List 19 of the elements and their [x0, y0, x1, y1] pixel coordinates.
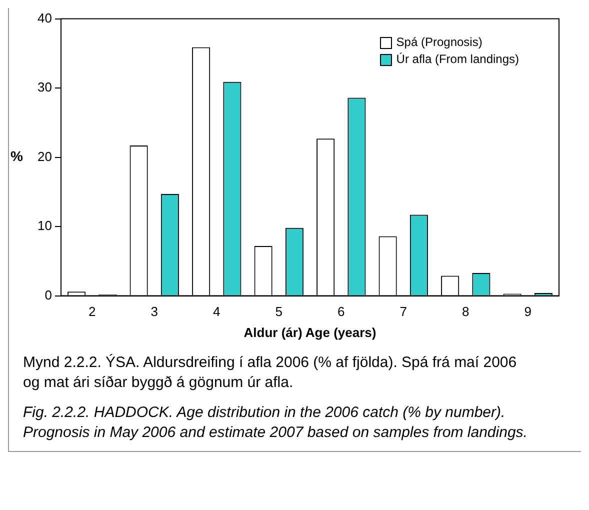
- text: Mynd 2.2.2. ÝSA. Aldursdreifing í afla 2006 (% af fjölda). Spá frá maí 2006 og mat ári síðar byggð á gögnum úr afla.: [23, 353, 518, 393]
- caption: Fig. 2.2.2. HADDOCK. Age distribution in the 2006 catch (% by number). Prognosis in May 2006 and estimate 2007 based on samples from landings.: [23, 403, 528, 443]
- x-tick-label: 9: [524, 304, 532, 320]
- x-tick-label: 5: [275, 304, 282, 320]
- legend-label: Úr afla (From landings): [396, 52, 520, 66]
- legend-label: Spá (Prognosis): [396, 35, 482, 50]
- y-tick-label: 0: [44, 287, 52, 302]
- x-tick-label: 8: [462, 304, 470, 320]
- y-tick-label: 20: [38, 148, 52, 164]
- x-tick-label: 6: [338, 304, 345, 320]
- x-tick-label: 3: [150, 304, 158, 320]
- x-tick-label: 4: [213, 304, 220, 320]
- x-tick-label: 7: [400, 304, 407, 320]
- y-axis-title: %: [10, 148, 24, 164]
- y-tick-label: 30: [38, 80, 52, 95]
- x-tick-label: 2: [88, 304, 96, 320]
- y-tick-label: 40: [38, 10, 52, 26]
- x-axis-title: Aldur (ár) Age (years): [244, 324, 376, 340]
- y-tick-label: 10: [38, 218, 52, 234]
